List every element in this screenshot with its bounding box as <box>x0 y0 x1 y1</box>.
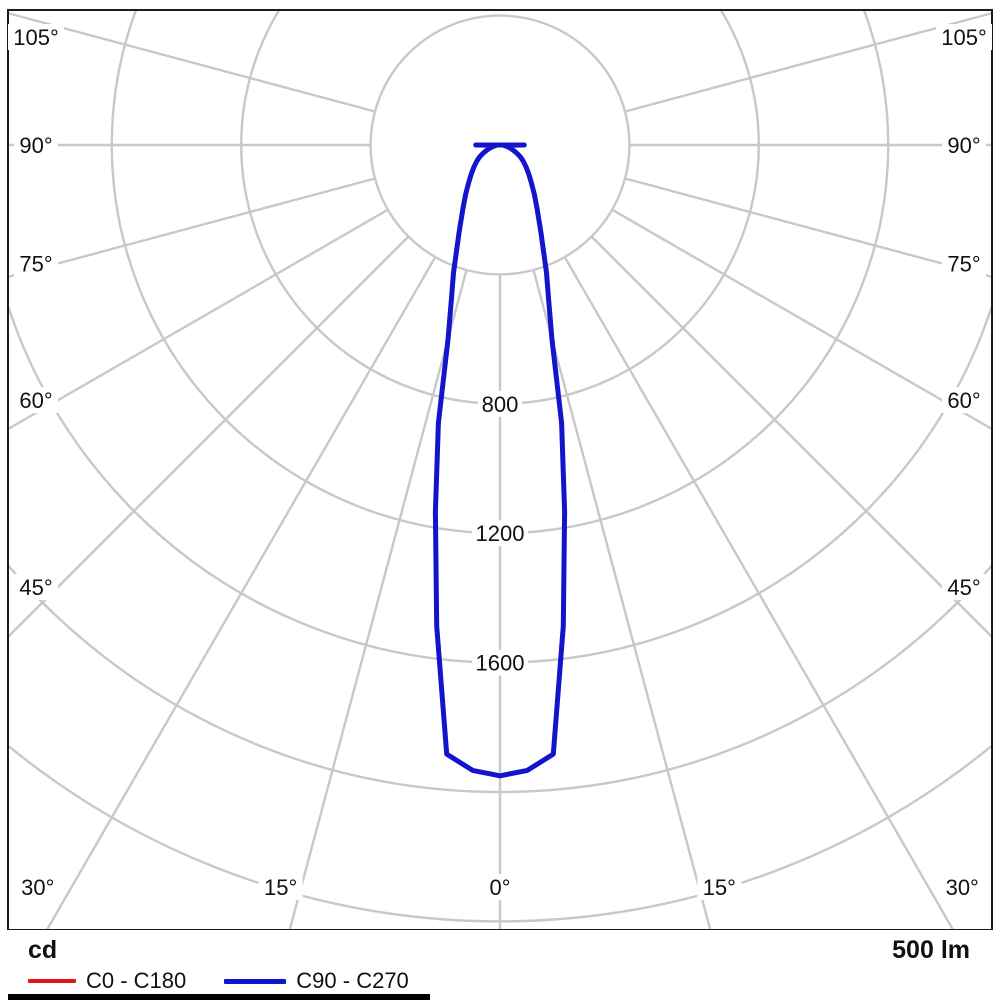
ring-value-label-1200: 1200 <box>476 521 525 546</box>
angle-label-right-90: 90° <box>947 133 980 158</box>
footer: cd 500 lm C0 - C180 C90 - C270 <box>0 930 1000 1000</box>
angle-label-right-30-bg <box>940 874 985 900</box>
angle-label-right-105: 105° <box>941 25 987 50</box>
grid-ray-75 <box>9 177 376 278</box>
grid-ray-105 <box>624 12 991 113</box>
grid-ray-75 <box>624 177 991 278</box>
angle-label-left-15: 15° <box>264 875 297 900</box>
angle-label-left-105-bg <box>8 24 64 50</box>
angle-label-0-bg <box>484 874 516 900</box>
angle-label-right-45-bg <box>942 574 986 600</box>
ring-value-label-1200-bg <box>472 520 528 547</box>
angle-label-left-30-bg <box>15 874 60 900</box>
ring-value-label-800-bg <box>478 390 522 417</box>
ring-value-label-800: 800 <box>482 392 519 417</box>
angle-label-right-105-bg <box>936 24 992 50</box>
angle-label-left-45: 45° <box>19 575 52 600</box>
ring-value-label-1600: 1600 <box>476 651 525 676</box>
legend-label-c90-c270: C90 - C270 <box>296 968 409 993</box>
angle-label-right-60: 60° <box>947 388 980 413</box>
c90-c270-line-swatch <box>224 978 287 984</box>
angle-label-left-75: 75° <box>19 251 52 276</box>
angle-label-left-30: 30° <box>21 875 54 900</box>
grid-ray-60 <box>611 208 991 430</box>
unit-cd-label: cd <box>28 936 58 964</box>
grid-ray-30 <box>45 256 437 929</box>
angle-label-left-105: 105° <box>13 25 59 50</box>
grid-ray-60 <box>9 208 389 430</box>
angle-label-right-75: 75° <box>947 251 980 276</box>
angle-label-left-90: 90° <box>19 133 52 158</box>
grid-ray-45 <box>9 235 410 638</box>
grid-ray-15 <box>532 269 712 929</box>
grid-ray-30 <box>563 256 955 929</box>
angle-label-0: 0° <box>489 875 510 900</box>
legend-label-c0-c180: C0 - C180 <box>86 968 187 993</box>
angle-label-left-15-bg <box>258 874 303 900</box>
intensity-curve-c90-c270 <box>432 142 568 779</box>
luminous-flux-label: 500 lm <box>892 936 970 964</box>
angle-label-right-90-bg <box>942 132 986 158</box>
angle-label-left-60-bg <box>14 387 58 414</box>
units-row: cd 500 lm <box>0 930 1000 965</box>
angle-label-right-45: 45° <box>947 575 980 600</box>
legend-item-c0-c180: C0 - C180 <box>28 968 186 994</box>
grid-ray-45 <box>590 235 991 638</box>
legend-item-c90-c270: C90 - C270 <box>224 968 409 994</box>
angle-label-right-30: 30° <box>946 875 979 900</box>
angle-label-left-60: 60° <box>19 388 52 413</box>
polar-grid <box>9 11 991 929</box>
angle-label-right-60-bg <box>942 387 986 414</box>
angle-label-right-15-bg <box>697 874 742 900</box>
c0-c180-line-swatch <box>28 979 76 983</box>
angle-label-right-15: 15° <box>703 875 736 900</box>
angle-label-left-75-bg <box>14 250 58 277</box>
grid-ray-105 <box>9 12 376 113</box>
angle-label-right-75-bg <box>942 250 986 277</box>
ring-value-label-1600-bg <box>472 649 528 676</box>
legend: C0 - C180 C90 - C270 <box>28 968 1000 994</box>
grid-ray-15 <box>288 269 468 929</box>
chart-frame <box>7 9 993 930</box>
polar-intensity-chart: 0° 15° 15° 30° 30° 45° 45° 60° 60° 75° 75° 90° 90° 10… <box>7 9 993 930</box>
angle-label-left-90-bg <box>14 132 58 158</box>
angle-label-left-45-bg <box>14 574 58 600</box>
cropped-element-bar <box>8 994 430 1000</box>
